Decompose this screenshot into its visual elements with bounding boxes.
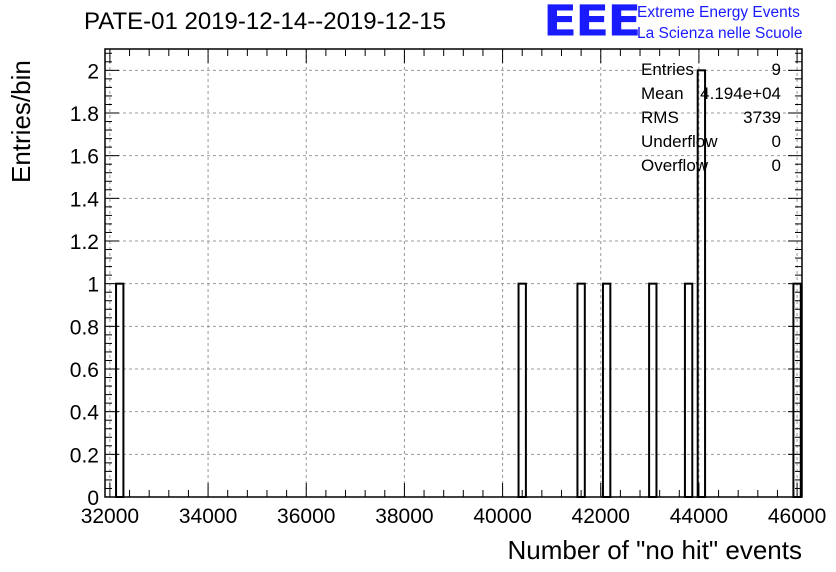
chart-title: PATE-01 2019-12-14--2019-12-15 [84, 8, 446, 35]
y-tick-label: 1 [87, 274, 99, 297]
eee-logo: EEE [543, 0, 641, 50]
y-tick-label: 0.2 [70, 444, 99, 467]
y-tick-label: 0.8 [70, 316, 99, 339]
x-tick-label: 44000 [670, 505, 728, 528]
x-tick-label: 32000 [81, 505, 139, 528]
histogram-bar [648, 282, 658, 498]
y-tick-label: 1.8 [70, 103, 99, 126]
x-tick-label: 38000 [375, 505, 433, 528]
logo-caption-line2: La Scienza nelle Scuole [637, 25, 803, 42]
stats-box: Entries 9 Mean 4.194e+04 RMS 3739 Underf… [641, 58, 781, 178]
x-tick-label: 40000 [473, 505, 531, 528]
y-tick-label: 1.6 [70, 146, 99, 169]
x-tick-label: 42000 [572, 505, 630, 528]
stat-label: Mean [641, 84, 684, 103]
stat-value: 9 [771, 60, 781, 79]
x-axis-label: Number of "no hit" events [507, 535, 803, 565]
stat-mean: Mean 4.194e+04 [641, 82, 781, 106]
y-tick-label: 2 [87, 60, 99, 83]
eee-logo-text: EEE [543, 0, 641, 46]
histogram-bar [576, 282, 586, 498]
y-tick-label: 0.4 [70, 402, 100, 425]
plot-frame [104, 48, 803, 498]
stat-rms: RMS 3739 [641, 106, 781, 130]
stat-value: 4.194e+04 [700, 84, 781, 103]
grid-lines [105, 49, 802, 498]
logo-caption-line1: Extreme Energy Events [637, 4, 800, 21]
histogram-bar [115, 282, 125, 498]
stat-label: Entries [641, 60, 694, 79]
tick-labels: 32000 34000 36000 38000 40000 42000 44000 46000… [70, 60, 826, 528]
x-tick-label: 34000 [179, 505, 237, 528]
stat-underflow: Underflow 0 [641, 130, 781, 154]
y-tick-label: 0 [87, 487, 99, 510]
stat-label: Underflow [641, 132, 718, 151]
histogram-bar [683, 282, 694, 498]
axes [104, 48, 803, 498]
stat-label: Overflow [641, 156, 709, 175]
y-axis-label: Entries/bin [6, 60, 36, 183]
stat-value: 0 [771, 132, 781, 151]
stat-label: RMS [641, 108, 679, 127]
histogram-bar [517, 282, 527, 498]
stat-overflow: Overflow 0 [641, 154, 781, 178]
x-tick-label: 46000 [768, 505, 826, 528]
y-tick-label: 1.2 [70, 231, 99, 254]
y-tick-label: 1.4 [70, 188, 100, 211]
stat-entries: Entries 9 [641, 58, 781, 82]
logo-caption: Extreme Energy Events La Scienza nelle S… [637, 2, 802, 44]
y-tick-label: 0.6 [70, 359, 99, 382]
histogram-bar [601, 282, 612, 498]
stat-value: 0 [771, 156, 781, 175]
stat-value: 3739 [743, 108, 781, 127]
x-tick-label: 36000 [277, 505, 335, 528]
